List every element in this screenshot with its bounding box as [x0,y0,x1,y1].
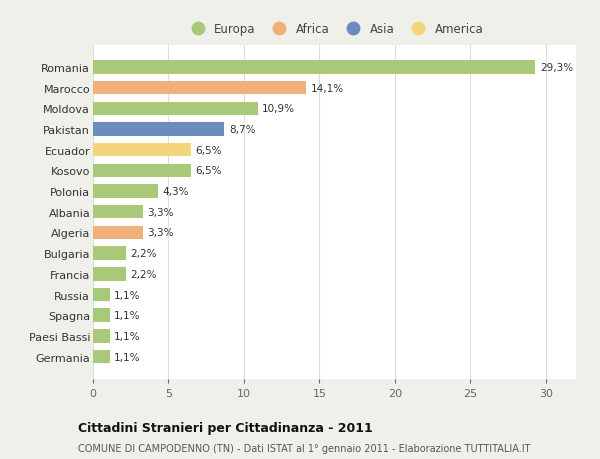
Text: 10,9%: 10,9% [262,104,295,114]
Bar [93,82,306,95]
Bar [93,185,158,198]
Text: Cittadini Stranieri per Cittadinanza - 2011: Cittadini Stranieri per Cittadinanza - 2… [78,421,373,434]
Text: 29,3%: 29,3% [540,63,573,73]
Text: 6,5%: 6,5% [196,166,222,176]
Bar [93,288,110,302]
Legend: Europa, Africa, Asia, America: Europa, Africa, Asia, America [181,18,488,41]
Text: 1,1%: 1,1% [114,290,140,300]
Text: COMUNE DI CAMPODENNO (TN) - Dati ISTAT al 1° gennaio 2011 - Elaborazione TUTTITA: COMUNE DI CAMPODENNO (TN) - Dati ISTAT a… [78,443,530,453]
Bar [93,61,535,74]
Text: 1,1%: 1,1% [114,352,140,362]
Bar [93,268,126,281]
Bar [93,309,110,322]
Bar [93,123,224,136]
Text: 3,3%: 3,3% [148,228,174,238]
Text: 6,5%: 6,5% [196,146,222,155]
Text: 4,3%: 4,3% [163,187,189,196]
Text: 3,3%: 3,3% [148,207,174,217]
Text: 8,7%: 8,7% [229,125,256,134]
Bar [93,330,110,343]
Text: 2,2%: 2,2% [131,249,157,258]
Bar [93,164,191,178]
Bar [93,350,110,364]
Bar [93,226,143,240]
Bar [93,144,191,157]
Bar [93,206,143,219]
Text: 1,1%: 1,1% [114,311,140,320]
Text: 1,1%: 1,1% [114,331,140,341]
Bar [93,102,257,116]
Text: 14,1%: 14,1% [310,84,343,93]
Bar [93,247,126,260]
Text: 2,2%: 2,2% [131,269,157,279]
